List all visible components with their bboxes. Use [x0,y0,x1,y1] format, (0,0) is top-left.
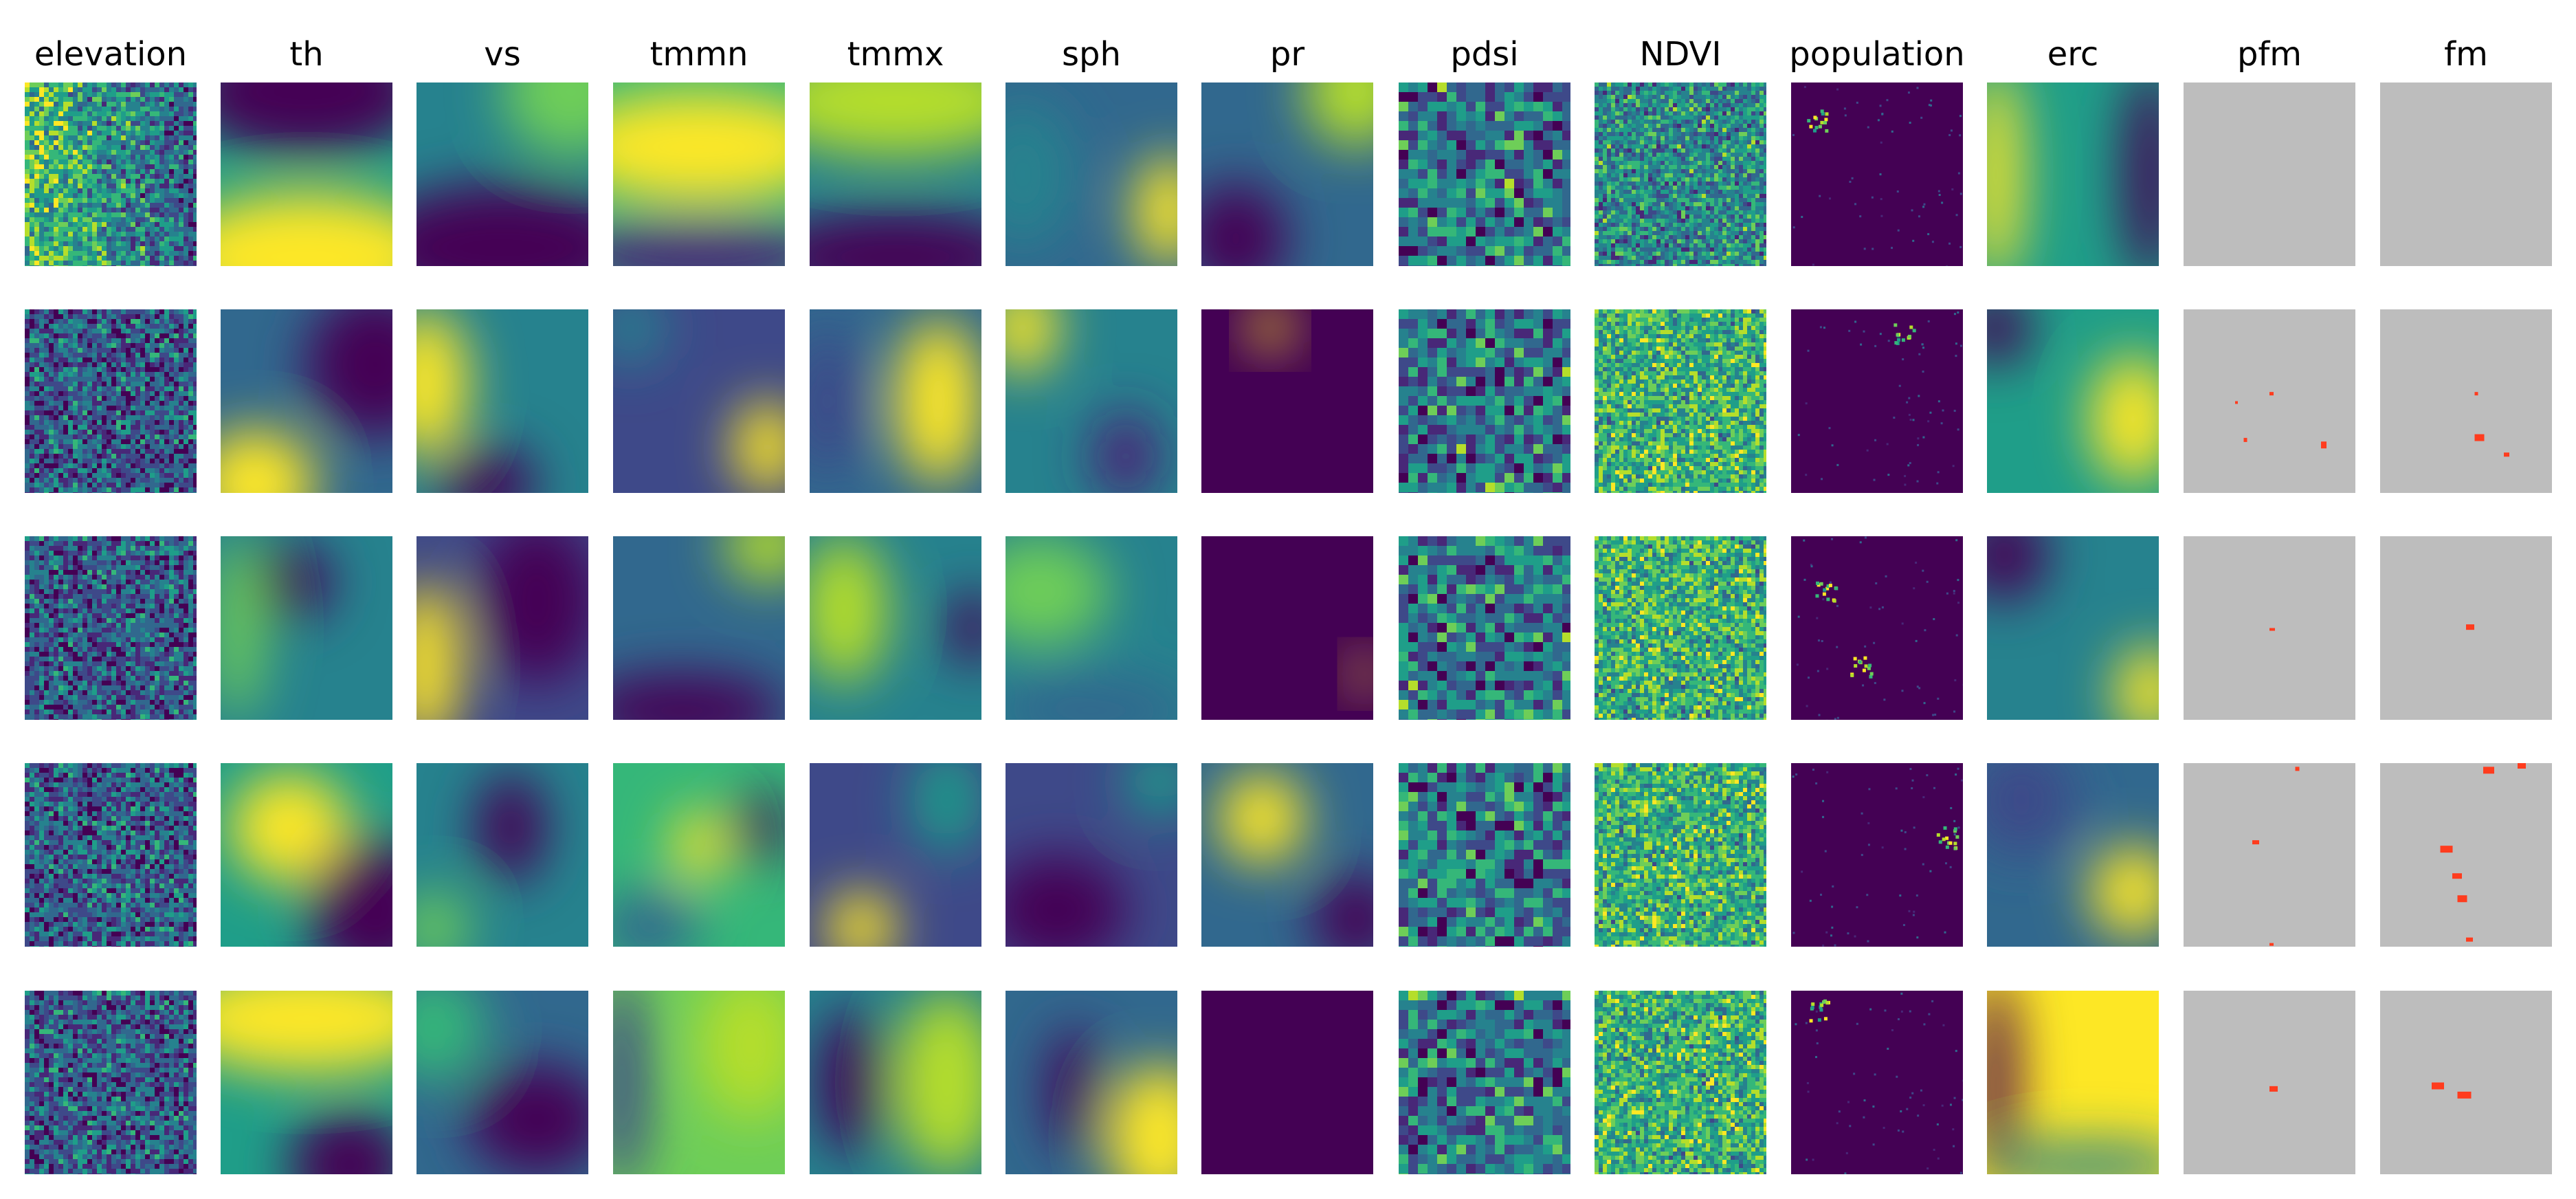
tile-elevation-row-1 [25,82,197,266]
tile-population-row-2 [1791,309,1963,493]
tile-th-row-2 [221,309,392,493]
tile-pdsi-row-3 [1399,536,1570,720]
column-label-vs: vs [484,35,521,74]
tile-elevation-row-5 [25,991,197,1174]
tile-ndvi-row-4 [1595,763,1766,947]
column-label-erc: erc [2047,35,2099,74]
tile-sph-row-3 [1006,536,1177,720]
tile-fm-row-4 [2380,763,2552,947]
tile-population-row-5 [1791,991,1963,1174]
tile-tmmn-row-1 [613,82,785,266]
tile-elevation-row-4 [25,763,197,947]
tile-vs-row-4 [417,763,588,947]
tile-vs-row-3 [417,536,588,720]
column-label-pdsi: pdsi [1450,35,1519,74]
tile-population-row-3 [1791,536,1963,720]
tile-sph-row-4 [1006,763,1177,947]
tile-erc-row-3 [1987,536,2159,720]
tile-pr-row-5 [1201,991,1373,1174]
tile-pfm-row-4 [2184,763,2355,947]
tile-erc-row-5 [1987,991,2159,1174]
column-label-ndvi: NDVI [1639,35,1722,74]
column-label-sph: sph [1062,35,1121,74]
tile-pfm-row-3 [2184,536,2355,720]
column-label-population: population [1789,35,1965,74]
tile-tmmn-row-3 [613,536,785,720]
tile-ndvi-row-3 [1595,536,1766,720]
column-label-elevation: elevation [34,35,188,74]
tile-population-row-1 [1791,82,1963,266]
tile-erc-row-4 [1987,763,2159,947]
tile-pfm-row-5 [2184,991,2355,1174]
tile-elevation-row-3 [25,536,197,720]
tile-sph-row-1 [1006,82,1177,266]
column-label-tmmx: tmmx [847,35,944,74]
tile-erc-row-1 [1987,82,2159,266]
tile-pdsi-row-4 [1399,763,1570,947]
tile-th-row-1 [221,82,392,266]
tile-pdsi-row-1 [1399,82,1570,266]
tile-tmmx-row-4 [810,763,981,947]
tile-fm-row-3 [2380,536,2552,720]
tile-pdsi-row-2 [1399,309,1570,493]
tile-tmmn-row-5 [613,991,785,1174]
tile-pr-row-3 [1201,536,1373,720]
tile-fm-row-5 [2380,991,2552,1174]
tile-ndvi-row-2 [1595,309,1766,493]
column-label-pfm: pfm [2236,35,2302,74]
tile-fm-row-1 [2380,82,2552,266]
tile-pr-row-4 [1201,763,1373,947]
column-label-fm: fm [2444,35,2488,74]
tile-ndvi-row-5 [1595,991,1766,1174]
column-label-pr: pr [1269,35,1305,74]
column-label-th: th [289,35,324,74]
tile-population-row-4 [1791,763,1963,947]
tile-pfm-row-2 [2184,309,2355,493]
tile-pdsi-row-5 [1399,991,1570,1174]
tile-tmmx-row-5 [810,991,981,1174]
tile-th-row-3 [221,536,392,720]
tile-tmmn-row-2 [613,309,785,493]
tile-tmmx-row-1 [810,82,981,266]
tile-erc-row-2 [1987,309,2159,493]
tile-pr-row-1 [1201,82,1373,266]
tile-elevation-row-2 [25,309,197,493]
tile-tmmx-row-3 [810,536,981,720]
tile-vs-row-5 [417,991,588,1174]
tile-tmmn-row-4 [613,763,785,947]
tile-tmmx-row-2 [810,309,981,493]
tile-pr-row-2 [1201,309,1373,493]
tile-th-row-5 [221,991,392,1174]
tile-sph-row-5 [1006,991,1177,1174]
tile-ndvi-row-1 [1595,82,1766,266]
tile-vs-row-2 [417,309,588,493]
tile-fm-row-2 [2380,309,2552,493]
tile-th-row-4 [221,763,392,947]
tile-sph-row-2 [1006,309,1177,493]
tile-vs-row-1 [417,82,588,266]
column-label-tmmn: tmmn [649,35,748,74]
tile-pfm-row-1 [2184,82,2355,266]
